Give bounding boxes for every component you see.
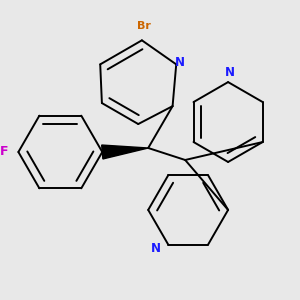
Text: N: N	[151, 242, 161, 255]
Text: N: N	[175, 56, 185, 69]
Text: F: F	[0, 146, 9, 158]
Polygon shape	[102, 145, 148, 159]
Text: Br: Br	[137, 21, 151, 31]
Text: N: N	[225, 66, 235, 79]
